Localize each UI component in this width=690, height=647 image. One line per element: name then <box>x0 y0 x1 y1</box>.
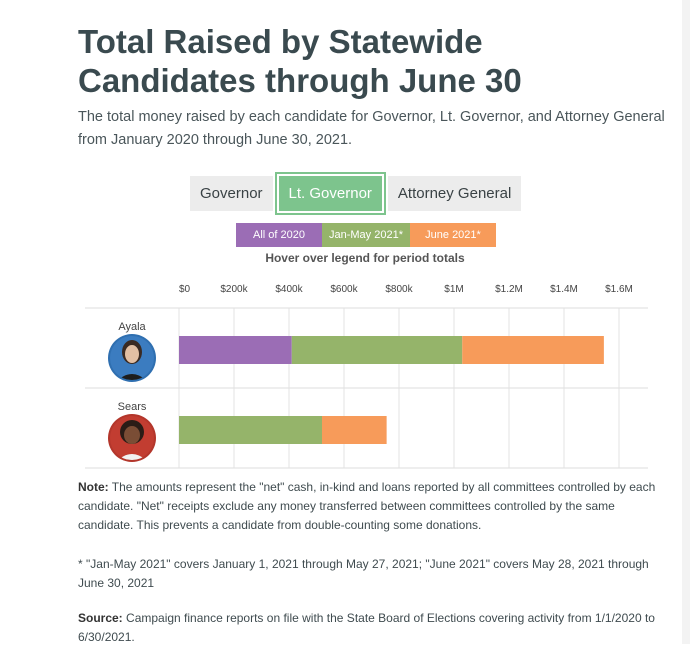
x-tick-label: $1.2M <box>495 284 523 295</box>
x-tick-label: $1.6M <box>605 284 633 295</box>
chart-notes: Note: The amounts represent the "net" ca… <box>78 478 658 647</box>
note-paragraph: Note: The amounts represent the "net" ca… <box>78 478 658 535</box>
x-tick-label: $400k <box>275 284 303 295</box>
avatar-sears <box>108 414 156 462</box>
chart-legend: All of 2020 Jan-May 2021* June 2021* <box>236 223 496 247</box>
scrollbar[interactable] <box>682 0 690 644</box>
x-tick-label: $0 <box>179 284 191 295</box>
tab-attorney-general[interactable]: Attorney General <box>387 176 522 211</box>
page-subtitle: The total money raised by each candidate… <box>78 109 665 148</box>
bar-segment[interactable] <box>179 416 322 444</box>
source-paragraph: Source: Campaign finance reports on file… <box>78 609 658 647</box>
legend-item-2020[interactable]: All of 2020 <box>236 223 322 247</box>
tab-governor[interactable]: Governor <box>190 176 273 211</box>
legend-item-jan-may-2021[interactable]: Jan-May 2021* <box>322 223 410 247</box>
x-tick-label: $200k <box>220 284 248 295</box>
category-label: Ayala <box>118 321 146 333</box>
x-tick-label: $1.4M <box>550 284 578 295</box>
x-tick-label: $600k <box>330 284 358 295</box>
avatar-ayala <box>108 334 156 382</box>
page-title: Total Raised by Statewide Candidates thr… <box>78 23 522 99</box>
tab-lt-governor[interactable]: Lt. Governor <box>274 172 386 215</box>
source-label: Source: <box>78 611 123 625</box>
legend-hint: Hover over legend for period totals <box>265 251 465 265</box>
x-tick-label: $1M <box>444 284 463 295</box>
note-text: The amounts represent the "net" cash, in… <box>78 480 656 532</box>
x-tick-label: $800k <box>385 284 413 295</box>
bar-segment[interactable] <box>462 336 604 364</box>
source-text: Campaign finance reports on file with th… <box>78 611 655 644</box>
bar-chart: $0 $200k $400k $600k $800k $1M $1.2M $1.4M $1.6M… <box>85 284 648 469</box>
bar-segment[interactable] <box>322 416 387 444</box>
office-tabs: Governor Lt. Governor Attorney General <box>190 172 522 215</box>
legend-item-june-2021[interactable]: June 2021* <box>410 223 496 247</box>
footnote: * "Jan-May 2021" covers January 1, 2021 … <box>78 557 649 590</box>
category-label: Sears <box>118 401 147 413</box>
note-label: Note: <box>78 480 109 494</box>
bar-segment[interactable] <box>179 336 292 364</box>
bar-segment[interactable] <box>291 336 463 364</box>
